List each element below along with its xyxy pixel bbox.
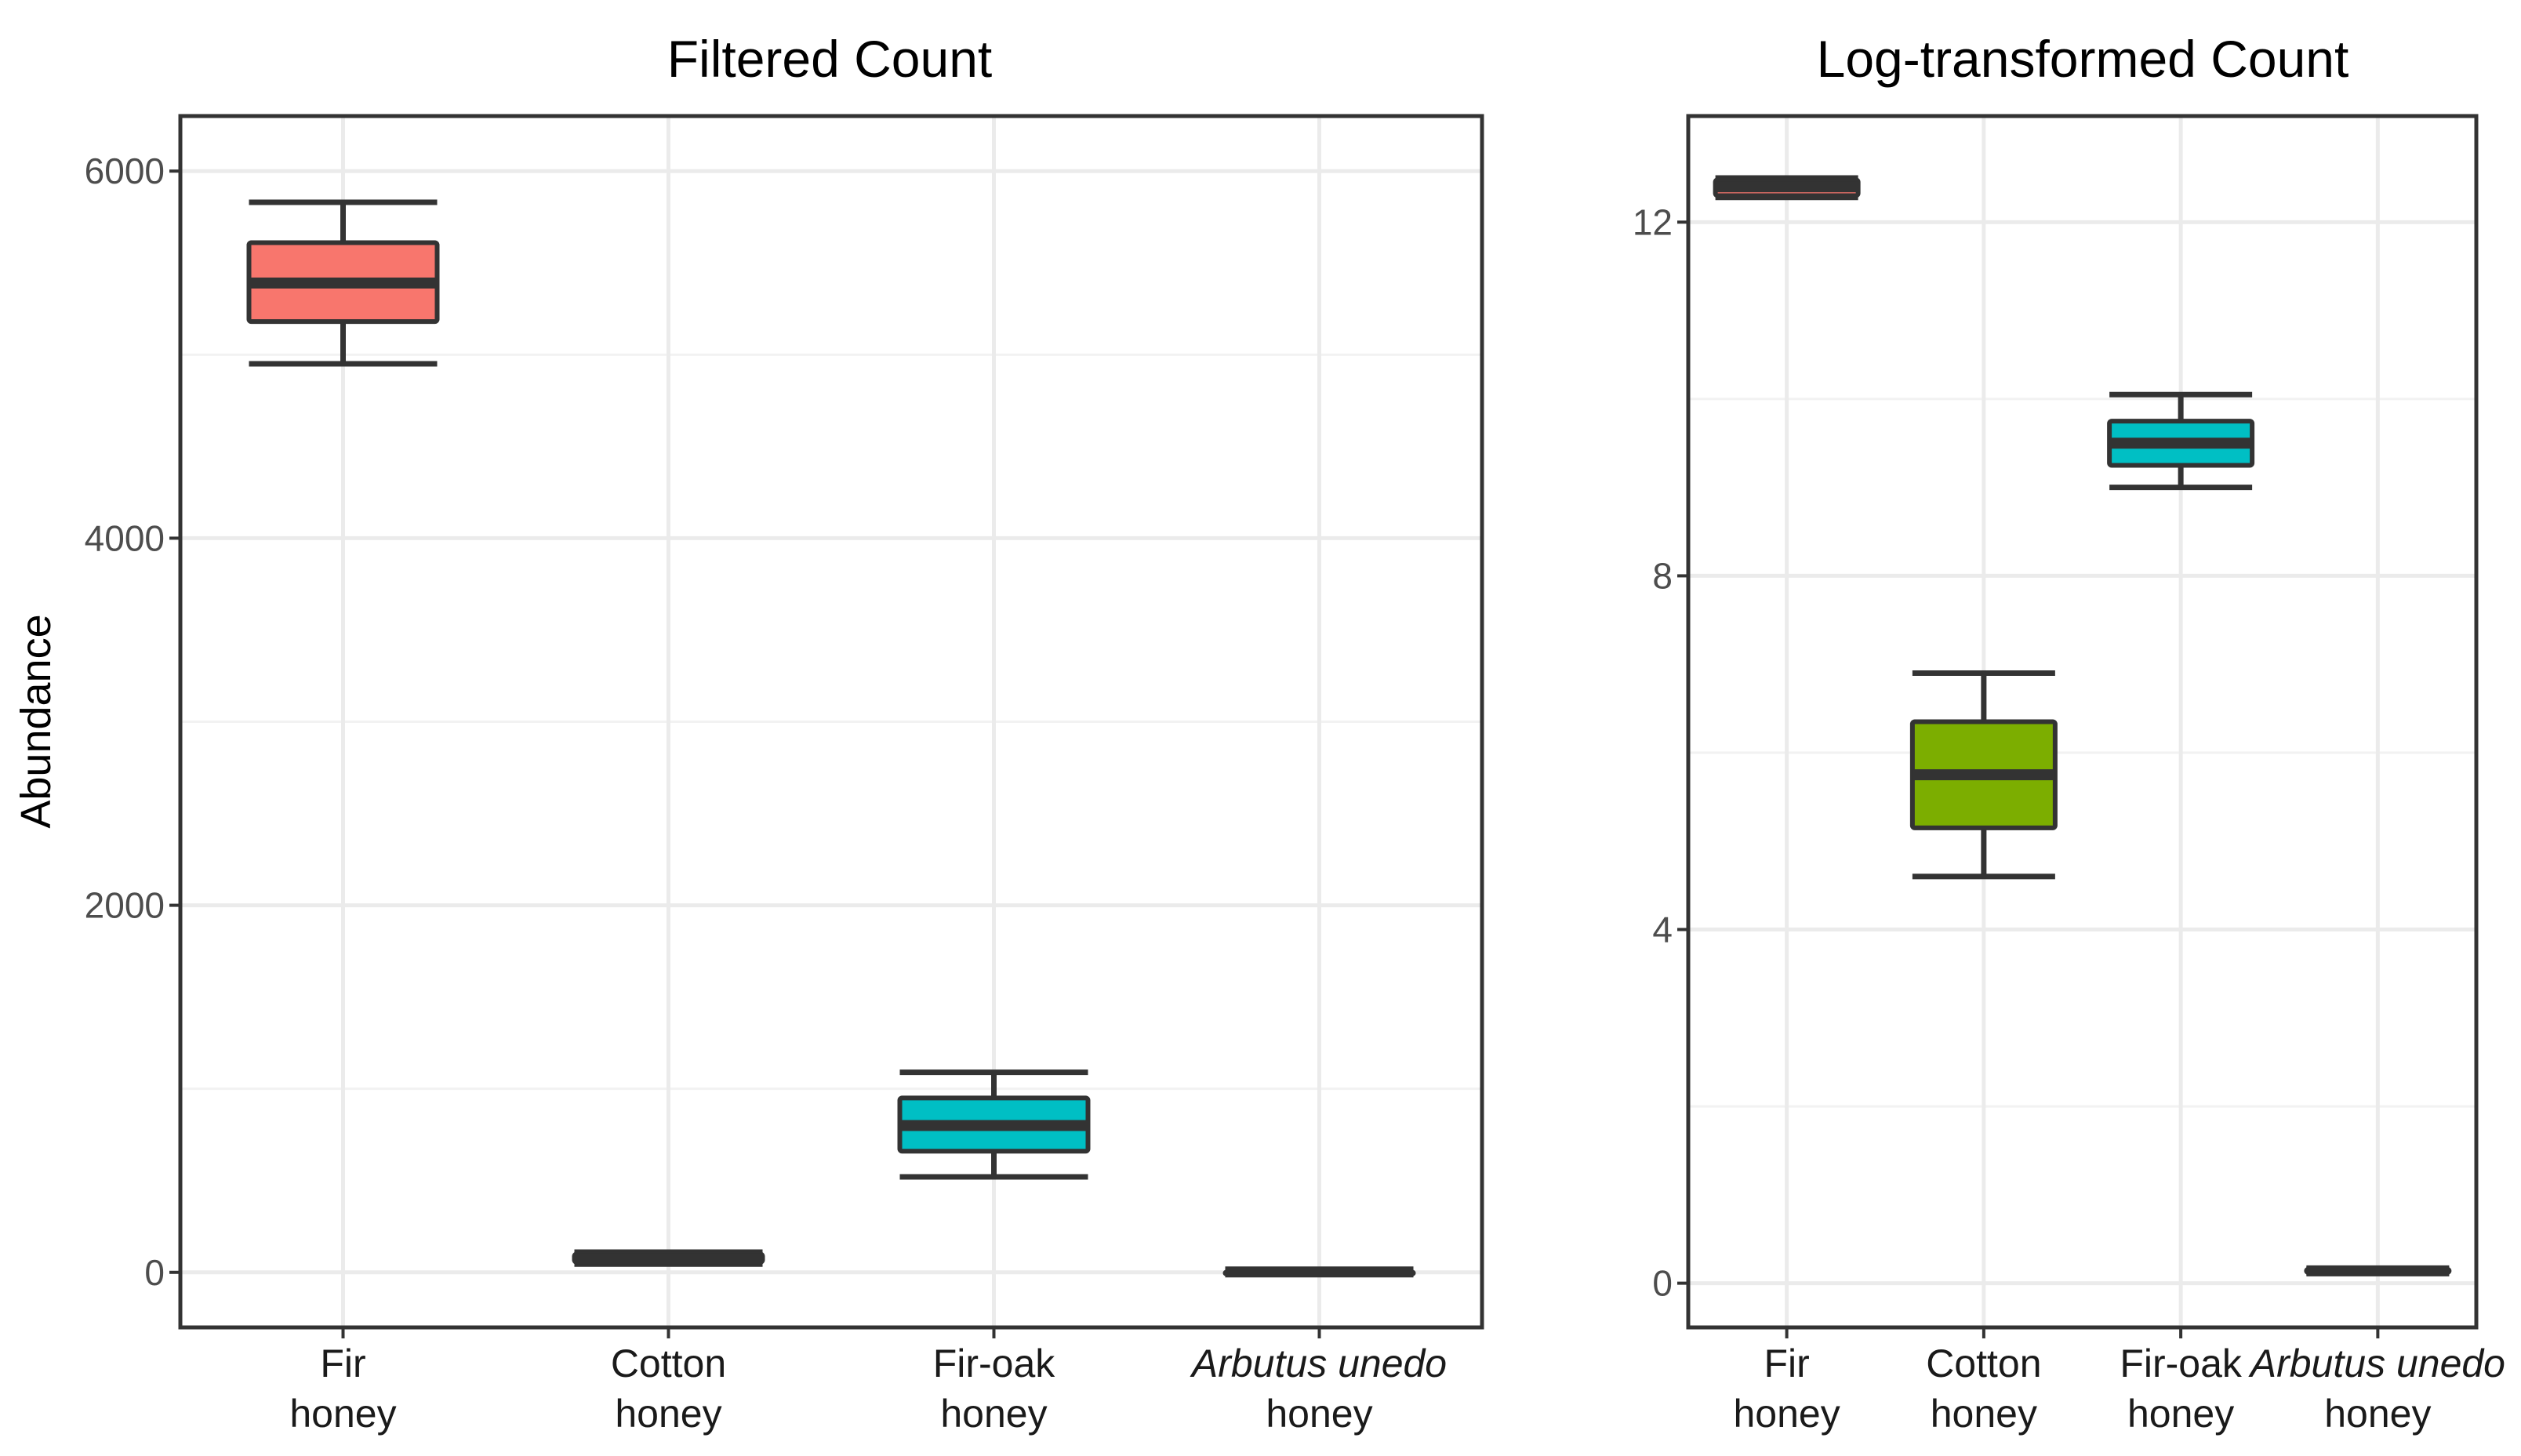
x-tick-label-line2: honey <box>940 1392 1047 1436</box>
x-tick-label-line2: honey <box>1266 1392 1372 1436</box>
y-tick-label: 2000 <box>85 885 165 926</box>
y-tick-label: 4000 <box>85 517 165 558</box>
y-tick-label: 8 <box>1652 555 1673 596</box>
panel-filtered-count: Filtered Count Abundance 0 2000 4000 6000 F… <box>13 30 1484 1436</box>
x-tick-label-line2: honey <box>2127 1392 2234 1436</box>
plot-frame <box>1686 114 2479 1330</box>
y-tick-label: 4 <box>1652 910 1673 950</box>
x-tick-label-line2: honey <box>1734 1392 1840 1436</box>
boxplot-2 <box>572 1249 765 1267</box>
y-tick-label: 6000 <box>85 151 165 191</box>
x-tick-label-line1: Cotton <box>611 1342 726 1385</box>
y-tick-label: 0 <box>1652 1263 1673 1304</box>
x-tick-label-line2: honey <box>2324 1392 2431 1436</box>
x-tick-label-line1: Fir <box>320 1342 365 1385</box>
x-tick-label-line1: Cotton <box>1926 1342 2041 1385</box>
plot-frame <box>178 114 1484 1330</box>
x-tick-label-line2: honey <box>1931 1392 2037 1436</box>
x-tick-label-line1: Fir-oak <box>933 1342 1056 1385</box>
x-tick-label-line1: Fir <box>1764 1342 1809 1385</box>
x-tick-label-line1: Arbutus unedo <box>1190 1342 1447 1385</box>
boxplot-1 <box>246 199 440 367</box>
y-axis-label: Abundance <box>13 614 60 828</box>
x-tick-label-line1: Arbutus unedo <box>2248 1342 2505 1385</box>
boxplot-4 <box>1222 1266 1416 1278</box>
boxplot-3 <box>2107 391 2255 491</box>
boxplot-2 <box>1909 670 2058 880</box>
boxplot-3 <box>897 1069 1091 1180</box>
boxplot-1 <box>1713 175 1861 201</box>
x-tick-label-line2: honey <box>615 1392 721 1436</box>
x-tick-label-line1: Fir-oak <box>2120 1342 2243 1385</box>
panel-title: Filtered Count <box>667 30 993 88</box>
x-tick-label-line2: honey <box>289 1392 396 1436</box>
panel-title: Log-transformed Count <box>1817 30 2349 88</box>
boxplot-4 <box>2304 1265 2452 1276</box>
y-tick-label: 0 <box>144 1252 165 1293</box>
y-tick-label: 12 <box>1633 202 1673 242</box>
panel-log-transformed-count: Log-transformed Count 0 4 8 12 Fir honey Cott… <box>1633 30 2505 1436</box>
